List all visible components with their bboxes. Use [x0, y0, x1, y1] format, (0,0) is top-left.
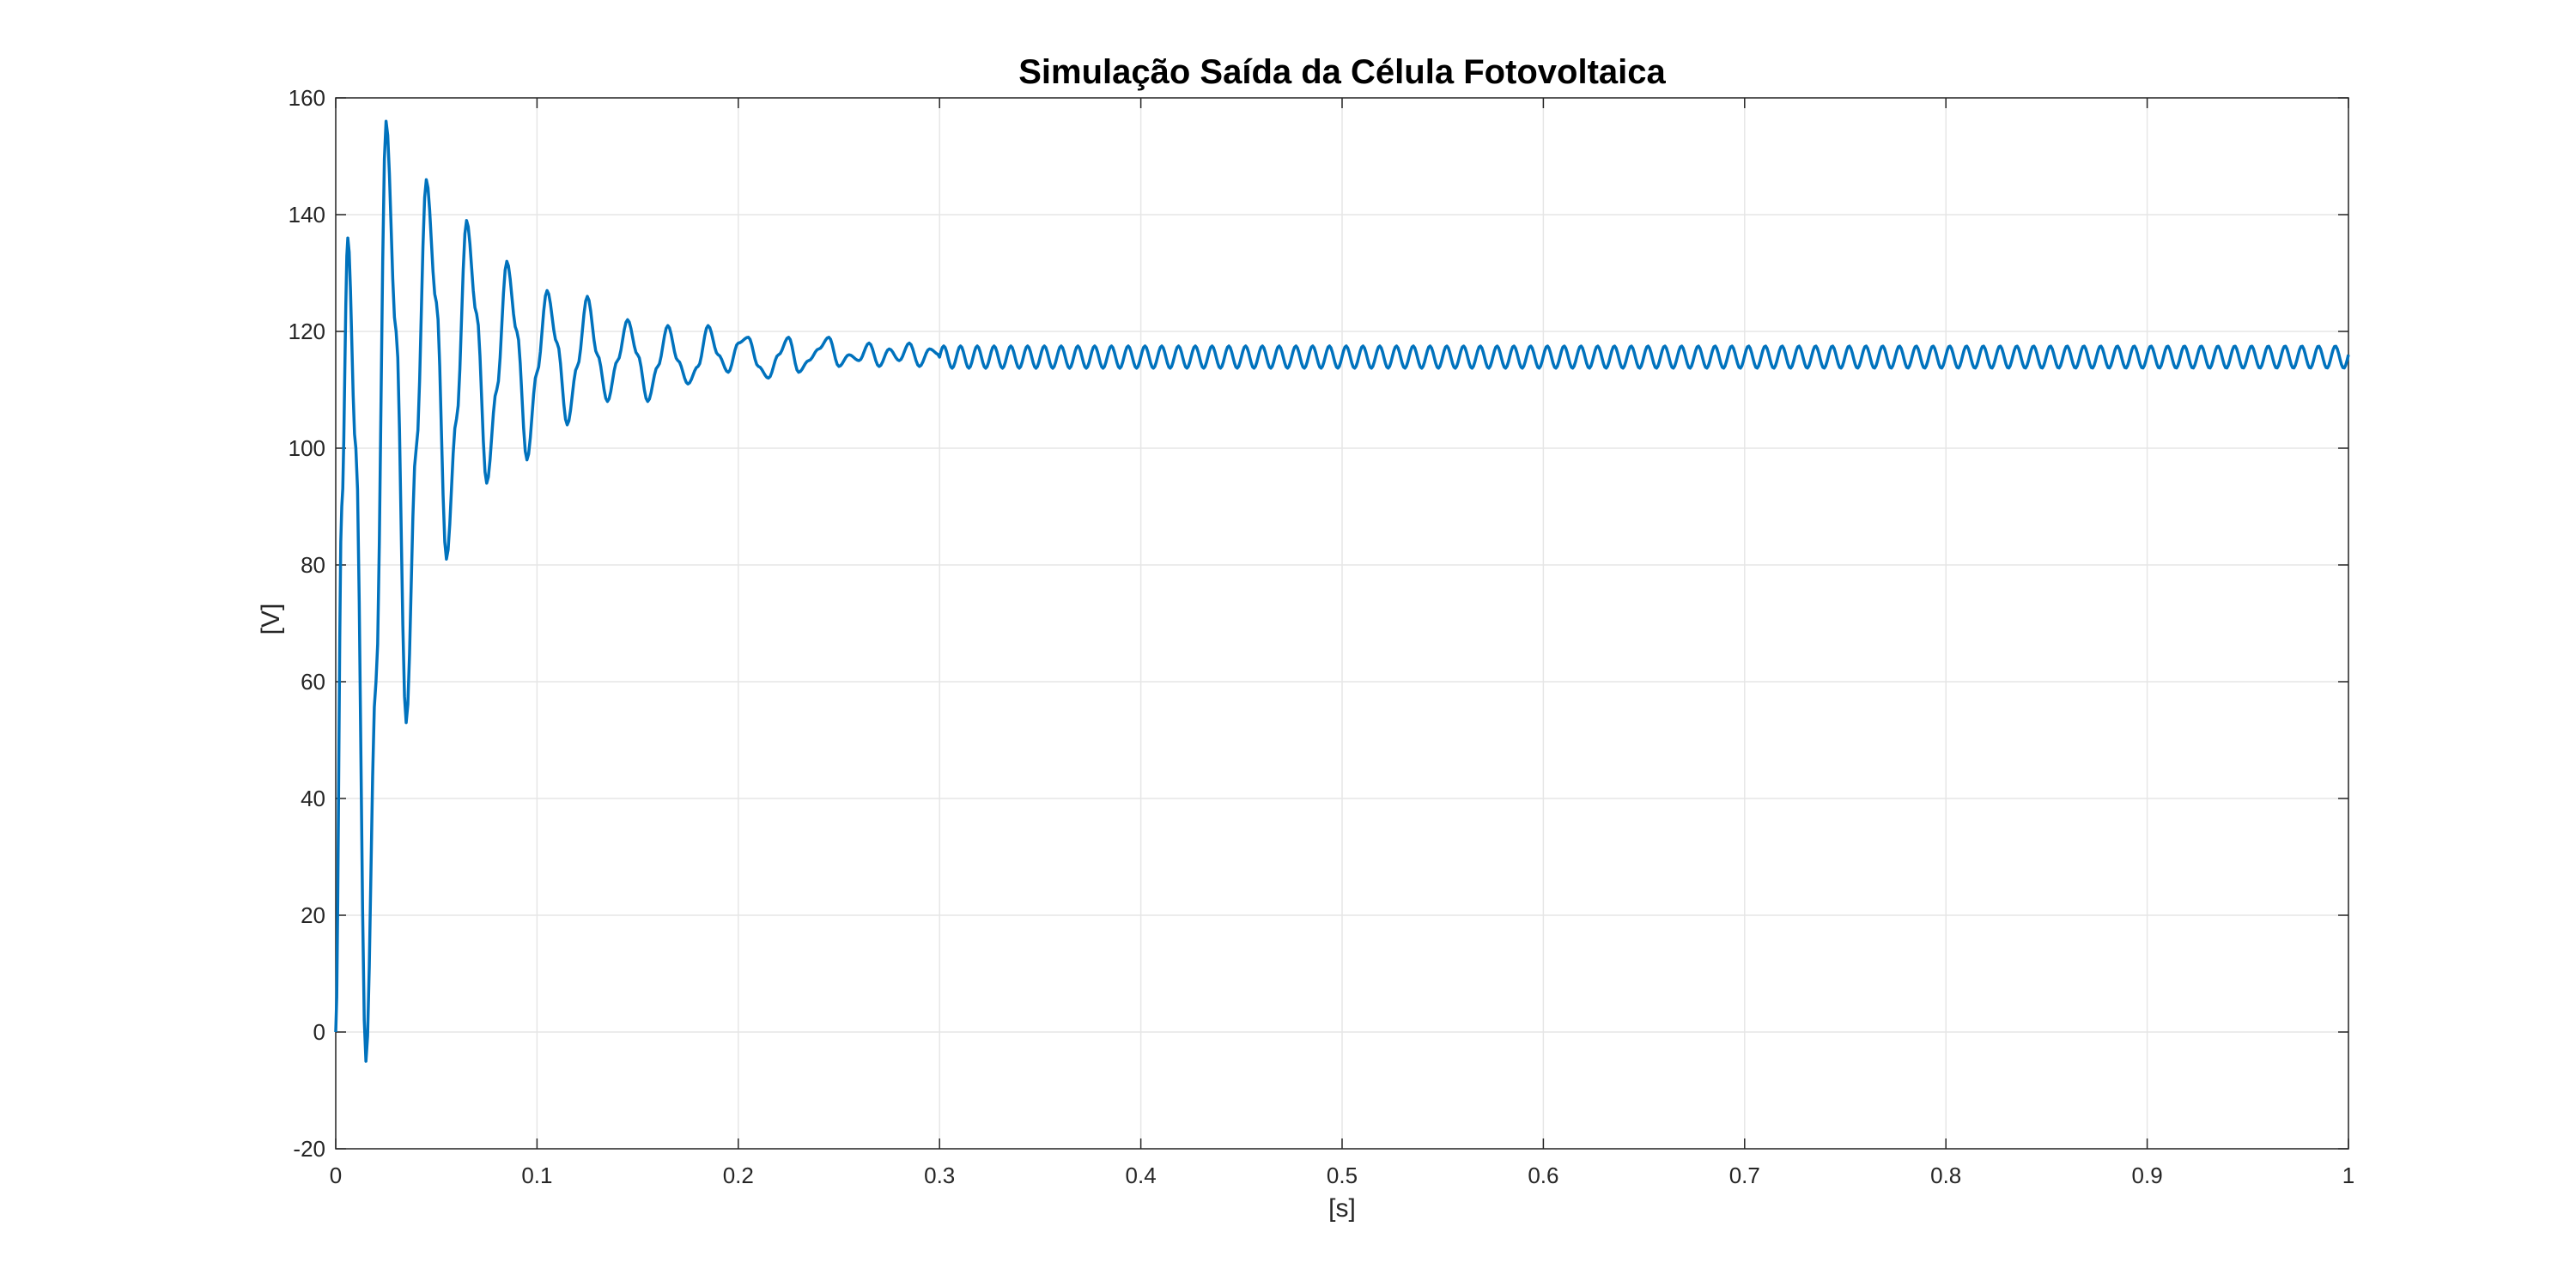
x-tick-label: 0.8: [1930, 1163, 1961, 1188]
x-tick-label: 0.2: [723, 1163, 754, 1188]
x-tick-label: 0.7: [1729, 1163, 1760, 1188]
y-tick-label: 60: [301, 669, 325, 695]
y-tick-label: 160: [289, 85, 325, 111]
y-tick-label: 120: [289, 319, 325, 344]
x-tick-label: 0: [330, 1163, 342, 1188]
x-tick-label: 0.5: [1327, 1163, 1358, 1188]
y-tick-label: 80: [301, 552, 325, 578]
x-tick-label: 0.9: [2132, 1163, 2163, 1188]
x-tick-label: 1: [2342, 1163, 2354, 1188]
y-tick-label: 0: [313, 1019, 325, 1045]
x-tick-label: 0.3: [924, 1163, 955, 1188]
x-tick-label: 0.4: [1126, 1163, 1157, 1188]
y-axis: -20 0 20 40 60 80 100 120 140 160: [289, 85, 2348, 1162]
chart-title: Simulação Saída da Célula Fotovoltaica: [1018, 53, 1666, 91]
y-axis-label: [V]: [257, 604, 285, 635]
x-tick-label: 0.6: [1528, 1163, 1558, 1188]
y-tick-label: 20: [301, 902, 325, 928]
series-line: [334, 119, 2350, 1063]
x-tick-label: 0.1: [521, 1163, 552, 1188]
y-tick-label: 100: [289, 435, 325, 461]
y-tick-label: 140: [289, 202, 325, 228]
grid: [335, 97, 2349, 1150]
x-axis: 0 0.1 0.2 0.3 0.4 0.5 0.6 0.7 0.8 0.9 1: [330, 98, 2354, 1188]
y-tick-label: 40: [301, 786, 325, 811]
x-axis-label: [s]: [1328, 1194, 1356, 1223]
y-tick-label: -20: [293, 1136, 325, 1162]
